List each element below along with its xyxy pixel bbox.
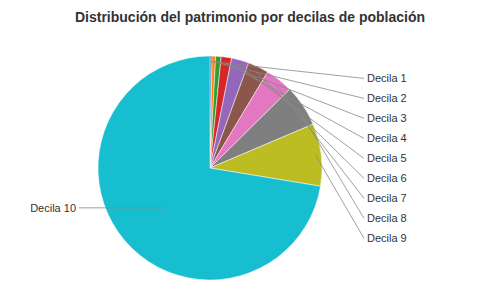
slice-label: Decila 8 xyxy=(367,212,407,224)
slice-label: Decila 1 xyxy=(367,72,407,84)
chart-container: Distribución del patrimonio por decilas … xyxy=(0,0,500,300)
leader-line xyxy=(211,62,364,79)
leader-line xyxy=(256,72,364,178)
leader-line xyxy=(316,155,364,238)
slice-label: Decila 9 xyxy=(367,232,407,244)
leader-line xyxy=(276,84,364,198)
labels: Decila 1 Decila 2 Decila 3 Decila 4 Decila 5… xyxy=(30,62,407,245)
leader-line xyxy=(226,63,364,139)
pie xyxy=(98,56,322,280)
chart-title: Distribución del patrimonio por decilas … xyxy=(75,9,425,25)
slice-label: Decila 2 xyxy=(367,92,407,104)
leader-line xyxy=(214,62,364,99)
leader-line xyxy=(298,109,364,219)
slice-label: Decila 6 xyxy=(367,172,407,184)
pie-slice xyxy=(98,56,321,280)
slice-label: Decila 3 xyxy=(367,112,407,124)
slice-label: Decila 10 xyxy=(30,202,76,214)
slice-label: Decila 7 xyxy=(367,192,407,204)
slice-label: Decila 4 xyxy=(367,132,407,144)
chart-svg: Distribución del patrimonio por decilas … xyxy=(0,0,500,300)
slice-label: Decila 5 xyxy=(367,152,407,164)
leader-line xyxy=(239,66,364,159)
leader-line xyxy=(79,207,163,208)
